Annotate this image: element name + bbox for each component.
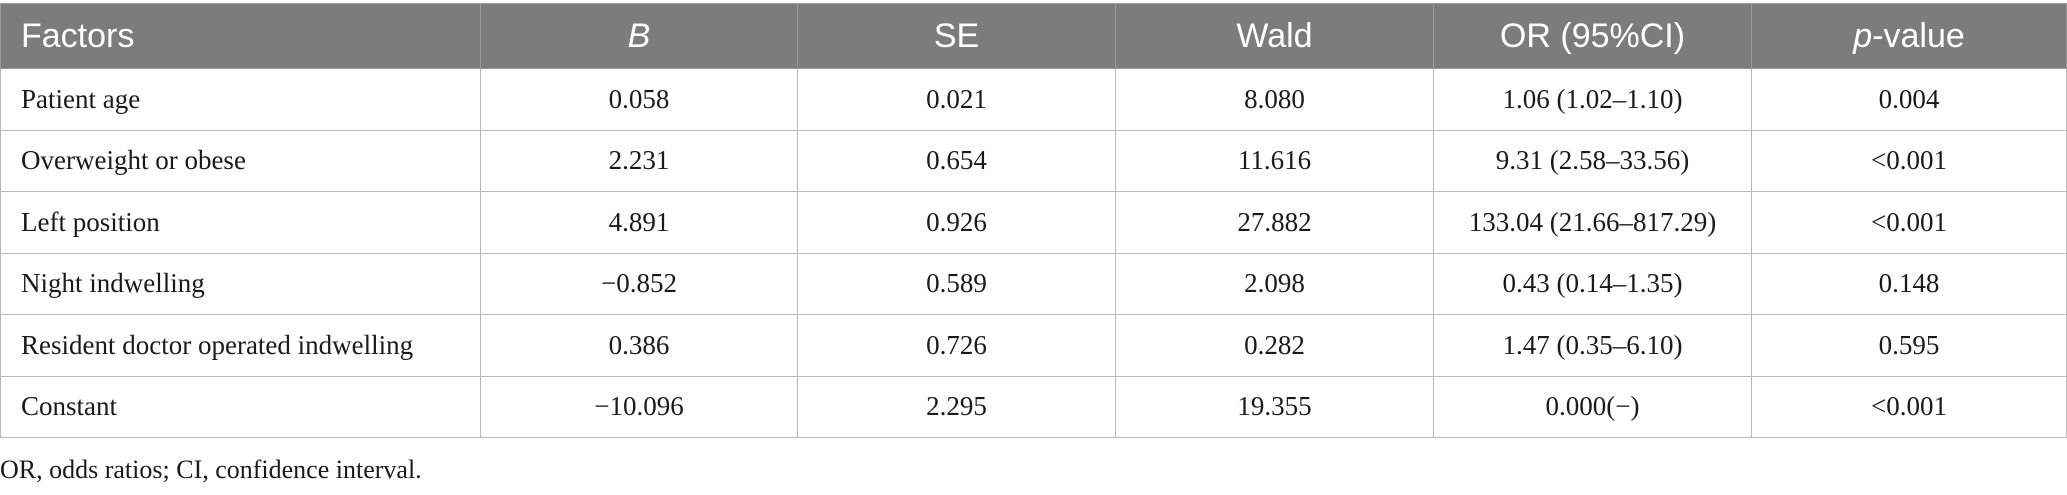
cell-se: 0.726	[797, 314, 1116, 377]
header-factors: Factors	[0, 3, 481, 69]
cell-wald: 0.282	[1115, 314, 1434, 377]
table-row: Left position 4.891 0.926 27.882 133.04 …	[0, 191, 2067, 254]
cell-or: 9.31 (2.58–33.56)	[1433, 129, 1752, 192]
header-b-label: B	[627, 16, 651, 55]
cell-b: 4.891	[480, 191, 798, 254]
cell-b: −10.096	[480, 375, 798, 438]
table-row: Patient age 0.058 0.021 8.080 1.06 (1.02…	[0, 68, 2067, 131]
cell-se: 0.926	[797, 191, 1116, 254]
header-p-rest: -value	[1872, 16, 1965, 55]
cell-factor: Night indwelling	[0, 252, 481, 315]
cell-factor: Overweight or obese	[0, 129, 481, 192]
cell-b: 0.058	[480, 68, 798, 131]
cell-se: 0.654	[797, 129, 1116, 192]
header-wald: Wald	[1115, 3, 1434, 69]
table-footnote: OR, odds ratios; CI, confidence interval…	[0, 455, 422, 484]
cell-b: −0.852	[480, 252, 798, 315]
cell-factor: Left position	[0, 191, 481, 254]
cell-wald: 11.616	[1115, 129, 1434, 192]
cell-p: 0.148	[1751, 252, 2067, 315]
cell-p: <0.001	[1751, 129, 2067, 192]
table-row: Constant −10.096 2.295 19.355 0.000(−) <…	[0, 375, 2067, 438]
cell-wald: 2.098	[1115, 252, 1434, 315]
cell-or: 1.06 (1.02–1.10)	[1433, 68, 1752, 131]
regression-table: Factors B SE Wald OR (95%CI) p-value Pat…	[0, 3, 2067, 438]
header-b: B	[480, 3, 798, 69]
cell-or: 0.43 (0.14–1.35)	[1433, 252, 1752, 315]
cell-p: <0.001	[1751, 375, 2067, 438]
cell-or: 0.000(−)	[1433, 375, 1752, 438]
cell-wald: 27.882	[1115, 191, 1434, 254]
cell-b: 2.231	[480, 129, 798, 192]
cell-factor: Resident doctor operated indwelling	[0, 314, 481, 377]
cell-factor: Patient age	[0, 68, 481, 131]
cell-se: 2.295	[797, 375, 1116, 438]
cell-or: 1.47 (0.35–6.10)	[1433, 314, 1752, 377]
header-p-italic: p	[1853, 16, 1873, 55]
cell-wald: 8.080	[1115, 68, 1434, 131]
header-p-value: p-value	[1751, 3, 2067, 69]
cell-or: 133.04 (21.66–817.29)	[1433, 191, 1752, 254]
header-or: OR (95%CI)	[1433, 3, 1752, 69]
cell-b: 0.386	[480, 314, 798, 377]
cell-factor: Constant	[0, 375, 481, 438]
cell-p: 0.595	[1751, 314, 2067, 377]
table-row: Overweight or obese 2.231 0.654 11.616 9…	[0, 129, 2067, 192]
cell-wald: 19.355	[1115, 375, 1434, 438]
table-row: Resident doctor operated indwelling 0.38…	[0, 314, 2067, 377]
cell-p: 0.004	[1751, 68, 2067, 131]
cell-se: 0.021	[797, 68, 1116, 131]
table-row: Night indwelling −0.852 0.589 2.098 0.43…	[0, 252, 2067, 315]
header-se: SE	[797, 3, 1116, 69]
cell-se: 0.589	[797, 252, 1116, 315]
cell-p: <0.001	[1751, 191, 2067, 254]
header-row: Factors B SE Wald OR (95%CI) p-value	[0, 3, 2067, 69]
